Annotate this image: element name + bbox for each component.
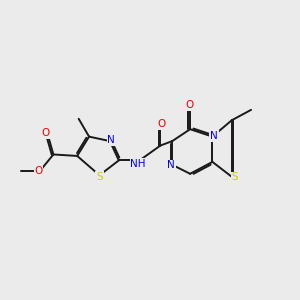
- Text: N: N: [167, 160, 175, 170]
- Text: N: N: [210, 131, 218, 141]
- Text: S: S: [231, 172, 238, 182]
- Text: O: O: [158, 119, 166, 129]
- Text: NH: NH: [130, 159, 146, 169]
- Text: N: N: [107, 136, 115, 146]
- Text: O: O: [34, 167, 43, 176]
- Text: S: S: [96, 172, 103, 182]
- Text: O: O: [185, 100, 194, 110]
- Text: O: O: [42, 128, 50, 138]
